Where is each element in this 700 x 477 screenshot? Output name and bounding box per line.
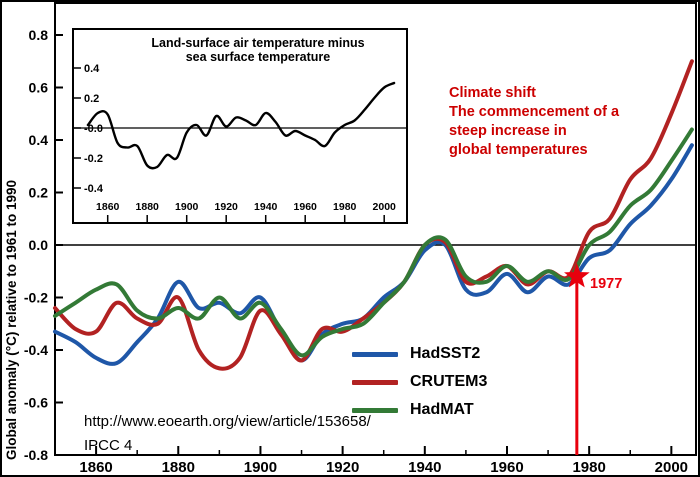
svg-text:-0.8: -0.8 bbox=[24, 447, 48, 463]
annotation-line: The commencement of a bbox=[449, 104, 620, 120]
annotation-line: Climate shift bbox=[449, 85, 537, 101]
svg-text:1920: 1920 bbox=[215, 201, 239, 213]
svg-text:0.2: 0.2 bbox=[84, 93, 99, 105]
legend-label: HadMAT bbox=[410, 401, 474, 418]
svg-text:1880: 1880 bbox=[162, 459, 195, 476]
svg-text:1880: 1880 bbox=[136, 201, 160, 213]
svg-text:1860: 1860 bbox=[79, 459, 112, 476]
svg-text:2000: 2000 bbox=[373, 201, 397, 213]
hadsst2-line-swatch bbox=[352, 351, 398, 357]
climate-shift-annotation: Climate shift The commencement of a stee… bbox=[449, 84, 619, 160]
svg-text:-0.2: -0.2 bbox=[84, 153, 103, 165]
svg-text:1960: 1960 bbox=[294, 201, 318, 213]
legend-item-hadmat: HadMAT bbox=[352, 396, 487, 424]
annotation-line: global temperatures bbox=[449, 142, 588, 158]
svg-text:1940: 1940 bbox=[408, 459, 441, 476]
svg-text:1980: 1980 bbox=[572, 459, 605, 476]
svg-text:1900: 1900 bbox=[175, 201, 199, 213]
source-ref: IPCC 4 bbox=[84, 437, 133, 454]
svg-text:0.2: 0.2 bbox=[29, 185, 49, 201]
svg-text:-0.6: -0.6 bbox=[24, 395, 48, 411]
legend-label: HadSST2 bbox=[410, 345, 481, 362]
y-axis-title: Global anomaly (°C) relative to 1961 to … bbox=[4, 180, 19, 460]
event-year-label: 1977 bbox=[590, 276, 623, 292]
hadmat-line-swatch bbox=[352, 407, 398, 413]
svg-text:1980: 1980 bbox=[333, 201, 357, 213]
annotation-line: steep increase in bbox=[449, 123, 567, 139]
inset-chart: 0.4 0.2 -0.0 -0.2 -0.4 1860 1880 1900 1920 1940 19… bbox=[72, 28, 408, 224]
source-citation: http://www.eoearth.org/view/article/1536… bbox=[84, 410, 371, 458]
svg-text:0.8: 0.8 bbox=[29, 27, 49, 43]
svg-text:-0.0: -0.0 bbox=[84, 123, 103, 135]
svg-text:1860: 1860 bbox=[96, 201, 120, 213]
source-url: http://www.eoearth.org/view/article/1536… bbox=[84, 413, 371, 430]
legend-label: CRUTEM3 bbox=[410, 373, 488, 390]
svg-text:-0.4: -0.4 bbox=[24, 342, 48, 358]
svg-text:0.6: 0.6 bbox=[29, 80, 49, 96]
svg-text:1920: 1920 bbox=[326, 459, 359, 476]
svg-text:1940: 1940 bbox=[254, 201, 278, 213]
svg-text:0.4: 0.4 bbox=[84, 63, 100, 75]
svg-text:1900: 1900 bbox=[244, 459, 277, 476]
legend-item-hadsst2: HadSST2 bbox=[352, 340, 487, 368]
svg-text:1960: 1960 bbox=[490, 459, 523, 476]
svg-text:Land-surface air temperature m: Land-surface air temperature minus bbox=[151, 36, 364, 50]
svg-text:-0.2: -0.2 bbox=[24, 290, 48, 306]
svg-text:2000: 2000 bbox=[655, 459, 688, 476]
svg-text:0.0: 0.0 bbox=[29, 237, 49, 253]
inset-chart-canvas: 0.4 0.2 -0.0 -0.2 -0.4 1860 1880 1900 1920 1940 19… bbox=[74, 36, 406, 222]
svg-text:sea surface temperature: sea surface temperature bbox=[186, 50, 331, 64]
crutem3-line-swatch bbox=[352, 379, 398, 385]
svg-text:-0.4: -0.4 bbox=[84, 183, 104, 195]
legend-item-crutem3: CRUTEM3 bbox=[352, 368, 487, 396]
legend: HadSST2 CRUTEM3 HadMAT bbox=[352, 340, 487, 424]
svg-text:0.4: 0.4 bbox=[29, 132, 49, 148]
